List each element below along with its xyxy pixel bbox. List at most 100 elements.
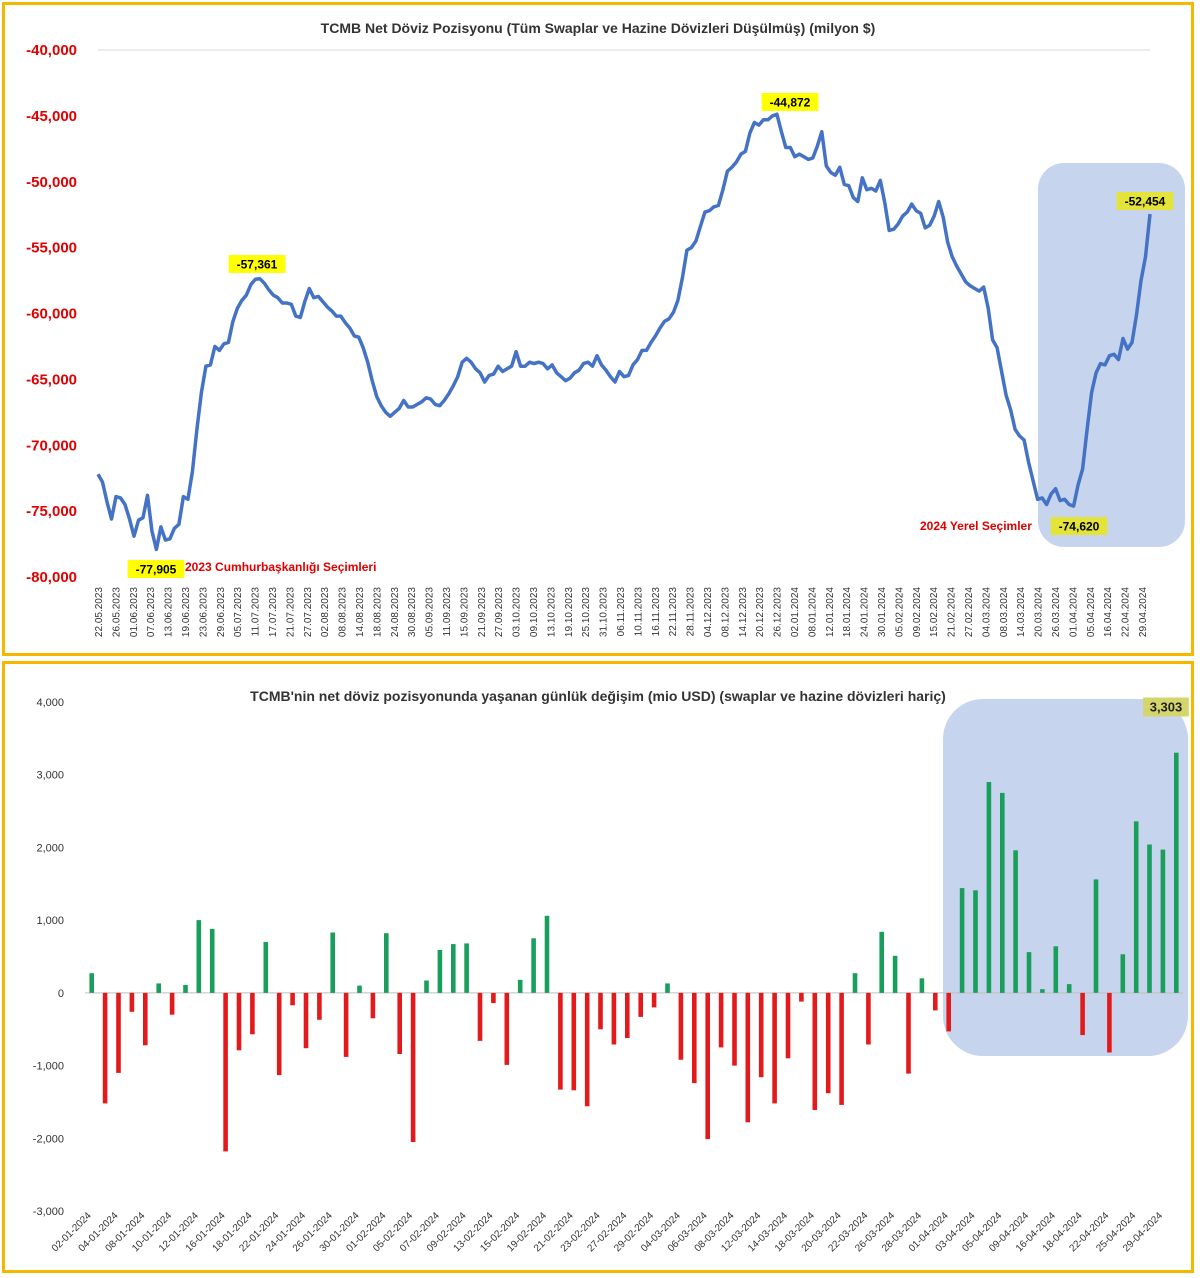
bar — [156, 983, 161, 993]
bar-chart-panel: TCMB'nin net döviz pozisyonunda yaşanan … — [2, 661, 1194, 1273]
x-tick-label: 26.12.2023 — [773, 587, 784, 637]
x-tick-label: 18.01.2024 — [842, 587, 853, 637]
bar — [638, 992, 643, 1017]
bar — [1120, 954, 1126, 993]
bar — [464, 943, 469, 993]
x-tick-label: 21.07.2023 — [285, 587, 296, 637]
x-tick-label: 26.05.2023 — [111, 587, 122, 637]
bar — [451, 944, 456, 993]
x-tick-label: 20.03.2024 — [1034, 587, 1045, 637]
bar — [906, 992, 911, 1074]
bar — [1147, 844, 1152, 993]
y-tick-label: -65,000 — [26, 371, 77, 388]
bar — [812, 992, 818, 1110]
bar — [879, 931, 884, 993]
bar — [1133, 821, 1139, 993]
bar — [866, 992, 871, 1045]
bar — [946, 992, 951, 1032]
x-tick-label: 09.10.2023 — [529, 587, 540, 637]
x-tick-label: 29.06.2023 — [216, 587, 227, 637]
bar — [678, 992, 684, 1060]
bar — [933, 992, 938, 1011]
x-tick-label: 26.03.2024 — [1051, 587, 1062, 637]
x-tick-label: 11.07.2023 — [251, 587, 262, 637]
bar — [986, 782, 992, 993]
bar — [825, 992, 831, 1094]
bar — [919, 978, 925, 993]
annotation-min-2023: -77,905 — [136, 562, 177, 576]
bar — [1040, 989, 1045, 993]
y-tick-label: -45,000 — [26, 108, 77, 125]
bar — [437, 950, 443, 993]
bar — [692, 992, 697, 1084]
bar — [1013, 850, 1018, 993]
bar — [598, 992, 603, 1030]
annotation-last-box — [1116, 192, 1174, 210]
x-tick-label: 03.10.2023 — [512, 587, 523, 637]
annotation-last-bar-box — [1143, 697, 1189, 717]
y-tick-label: -55,000 — [26, 240, 77, 257]
x-tick-label: 08.12.2023 — [720, 587, 731, 637]
bar — [317, 992, 322, 1020]
y-tick-label: -2,000 — [33, 1133, 64, 1145]
x-tick-label: 05.02.2024 — [894, 587, 905, 637]
line-chart-panel: TCMB Net Döviz Pozisyonu (Tüm Swaplar ve… — [2, 2, 1194, 656]
y-tick-label: -60,000 — [26, 306, 77, 323]
bar — [611, 992, 617, 1045]
bar — [424, 980, 429, 993]
annotation-min-2024: -74,620 — [1059, 519, 1100, 533]
x-tick-label: 01.06.2023 — [129, 587, 140, 637]
x-tick-label: 22.11.2023 — [668, 587, 679, 637]
bar-chart-svg: 4,0003,0002,0001,0000-1,000-2,000-3,0000… — [33, 697, 1189, 1254]
x-tick-label: 31.10.2023 — [599, 587, 610, 637]
x-tick-label: 14.03.2024 — [1016, 587, 1027, 637]
x-tick-label: 22.05.2023 — [94, 587, 105, 637]
bar — [1107, 992, 1112, 1053]
x-tick-label: 14.08.2023 — [355, 587, 366, 637]
bar — [129, 992, 135, 1012]
x-tick-label: 16.04.2024 — [1103, 587, 1114, 637]
bar — [223, 992, 228, 1152]
bar — [250, 992, 255, 1035]
y-tick-label: -70,000 — [26, 437, 77, 454]
y-tick-label: -50,000 — [26, 174, 77, 191]
bar — [799, 992, 804, 1002]
x-tick-label: 30.08.2023 — [407, 587, 418, 637]
x-tick-label: 22.04.2024 — [1121, 587, 1132, 637]
x-tick-label: 21.02.2024 — [947, 587, 958, 637]
y-tick-label: 0 — [58, 988, 64, 1000]
x-tick-label: 24.08.2023 — [390, 587, 401, 637]
bar — [732, 992, 737, 1066]
y-tick-label: 4,000 — [36, 697, 64, 709]
x-tick-label: 27.07.2023 — [303, 587, 314, 637]
x-tick-label: 04.12.2023 — [703, 587, 714, 637]
x-tick-label: 08.08.2023 — [338, 587, 349, 637]
bar — [558, 992, 563, 1090]
x-tick-label: 08.03.2024 — [999, 587, 1010, 637]
x-tick-label: 23.06.2023 — [198, 587, 209, 637]
bar — [491, 992, 496, 1004]
y-tick-label: -1,000 — [33, 1061, 64, 1073]
x-tick-label: 15.02.2024 — [929, 587, 940, 637]
line-chart-title: TCMB Net Döviz Pozisyonu (Tüm Swaplar ve… — [320, 20, 876, 36]
y-tick-label: 3,000 — [36, 770, 64, 782]
bar — [357, 985, 362, 993]
bar — [209, 928, 215, 993]
x-tick-label: 08.01.2024 — [807, 587, 818, 637]
x-tick-label: 18.08.2023 — [372, 587, 383, 637]
bar — [839, 992, 844, 1105]
x-tick-label: 13.06.2023 — [164, 587, 175, 637]
x-tick-label: 27.09.2023 — [494, 587, 505, 637]
bar — [89, 973, 94, 993]
bar — [370, 992, 376, 1019]
annotation-max-2023: -57,361 — [237, 257, 278, 271]
bar — [397, 992, 402, 1054]
annotation-min-2024-box — [1050, 517, 1108, 535]
x-tick-label: 20.12.2023 — [755, 587, 766, 637]
x-tick-label: 30.01.2024 — [877, 587, 888, 637]
bar — [517, 979, 523, 993]
bar — [1080, 992, 1085, 1036]
annotation-min-2023-box — [127, 560, 185, 578]
bar — [290, 992, 295, 1006]
bar — [183, 984, 188, 993]
